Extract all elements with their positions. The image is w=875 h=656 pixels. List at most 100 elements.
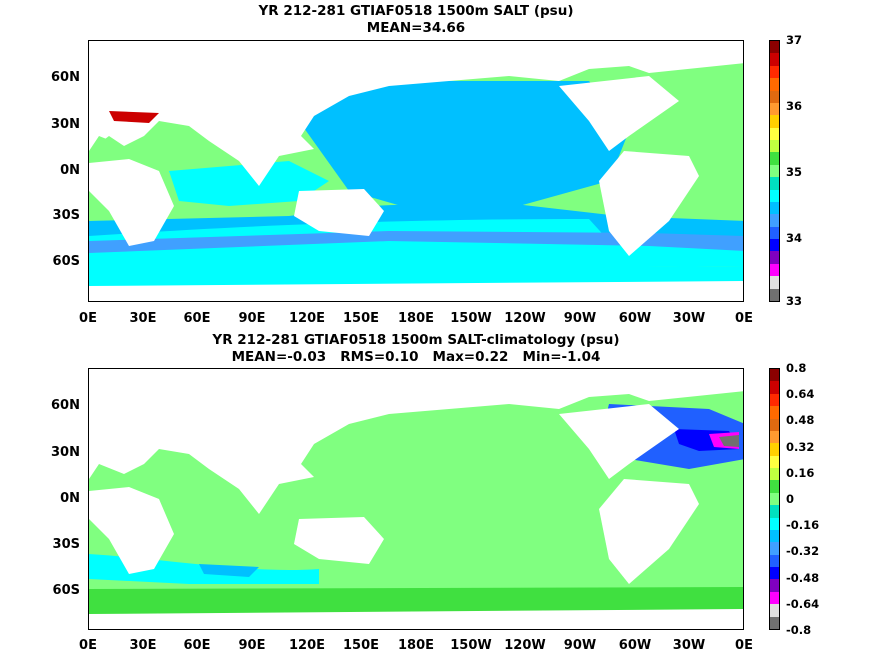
map2-colorbar-label: 0.16 <box>786 466 815 480</box>
map1-subtitle: MEAN=34.66 <box>366 20 466 36</box>
map1-lon-label: 60W <box>618 311 652 326</box>
map1-colorbar-label: 33 <box>786 294 803 308</box>
map1-lat-label: 0N <box>60 163 80 178</box>
map1-lon-label: 120W <box>504 311 546 326</box>
map2-panel <box>88 368 744 630</box>
map1-lon-label: 90W <box>563 311 597 326</box>
colorbar-swatch <box>770 53 779 66</box>
map1-colorbar-label: 37 <box>786 33 803 47</box>
map1-lon-label: 150W <box>450 311 492 326</box>
colorbar-swatch <box>770 529 779 543</box>
colorbar-swatch <box>770 517 779 530</box>
map2-colorbar-label: 0.48 <box>786 413 815 427</box>
colorbar-swatch <box>770 468 779 481</box>
colorbar-swatch <box>770 251 779 264</box>
map2-lon-label: 180E <box>397 638 435 653</box>
map2-title: YR 212-281 GTIAF0518 1500m SALT-climatol… <box>212 332 620 348</box>
map1-lon-label: 60E <box>183 311 211 326</box>
map2-colorbar-label: -0.16 <box>786 518 820 532</box>
map1-field <box>89 41 743 301</box>
map1-title: YR 212-281 GTIAF0518 1500m SALT (psu) <box>258 3 574 19</box>
map2-lon-label: 30E <box>129 638 157 653</box>
colorbar-swatch <box>770 579 779 592</box>
colorbar-swatch <box>770 140 779 153</box>
colorbar-swatch <box>770 505 779 518</box>
map1-lat-label: 60N <box>51 70 80 85</box>
map2-lon-label: 90W <box>563 638 597 653</box>
map2-lon-label: 120E <box>288 638 326 653</box>
map2-colorbar-label: -0.64 <box>786 597 820 611</box>
colorbar-swatch <box>770 226 779 239</box>
map1-lat-label: 30S <box>52 208 80 223</box>
map2-lat-label: 60N <box>51 398 80 413</box>
colorbar-swatch <box>770 189 779 202</box>
map1-lat-label: 60S <box>52 254 80 269</box>
colorbar-swatch <box>770 41 779 54</box>
colorbar-swatch <box>770 177 779 190</box>
map2-colorbar-label: 0 <box>786 492 795 506</box>
colorbar-swatch <box>770 239 779 252</box>
map1-lon-label: 180E <box>397 311 435 326</box>
colorbar-swatch <box>770 430 779 444</box>
map1-lon-label: 0E <box>735 311 753 326</box>
map2-colorbar <box>769 368 780 630</box>
map2-colorbar-label: 0.8 <box>786 361 807 375</box>
map1-lon-label: 120E <box>288 311 326 326</box>
map2-lon-label: 60W <box>618 638 652 653</box>
colorbar-swatch <box>770 554 779 567</box>
colorbar-swatch <box>770 443 779 456</box>
map2-lon-label: 120W <box>504 638 546 653</box>
colorbar-swatch <box>770 127 779 140</box>
colorbar-swatch <box>770 276 779 289</box>
map2-colorbar-label: 0.64 <box>786 387 815 401</box>
colorbar-swatch <box>770 406 779 419</box>
map1-colorbar-label: 35 <box>786 165 803 179</box>
colorbar-swatch <box>770 263 779 277</box>
colorbar-swatch <box>770 567 779 580</box>
colorbar-swatch <box>770 152 779 165</box>
colorbar-swatch <box>770 90 779 103</box>
colorbar-swatch <box>770 418 779 431</box>
colorbar-swatch <box>770 214 779 227</box>
map1-lat-label: 30N <box>51 117 80 132</box>
map1-colorbar <box>769 40 780 302</box>
colorbar-swatch <box>770 201 779 215</box>
map2-lon-label: 30W <box>672 638 706 653</box>
map2-lon-label: 90E <box>238 638 266 653</box>
colorbar-swatch <box>770 591 779 605</box>
map2-colorbar-label: -0.32 <box>786 544 820 558</box>
colorbar-swatch <box>770 480 779 493</box>
map2-lon-label: 150E <box>342 638 380 653</box>
map1-lon-label: 30E <box>129 311 157 326</box>
colorbar-swatch <box>770 65 779 79</box>
colorbar-swatch <box>770 115 779 128</box>
colorbar-swatch <box>770 393 779 407</box>
colorbar-swatch <box>770 102 779 116</box>
map1-lon-label: 90E <box>238 311 266 326</box>
map1-panel <box>88 40 744 302</box>
map1-colorbar-label: 34 <box>786 231 803 245</box>
colorbar-swatch <box>770 288 779 301</box>
map2-colorbar-label: 0.32 <box>786 440 815 454</box>
map2-colorbar-label: -0.8 <box>786 623 812 637</box>
map2-lat-label: 0N <box>60 491 80 506</box>
map1-lon-label: 30W <box>672 311 706 326</box>
map2-lat-label: 30S <box>52 537 80 552</box>
map1-lon-label: 0E <box>79 311 97 326</box>
colorbar-swatch <box>770 164 779 178</box>
map2-lon-label: 150W <box>450 638 492 653</box>
map2-field <box>89 369 743 629</box>
colorbar-swatch <box>770 492 779 506</box>
map2-lon-label: 0E <box>79 638 97 653</box>
map2-lon-label: 0E <box>735 638 753 653</box>
map2-lon-label: 60E <box>183 638 211 653</box>
map2-subtitle: MEAN=-0.03 RMS=0.10 Max=0.22 Min=-1.04 <box>231 349 601 365</box>
colorbar-swatch <box>770 542 779 555</box>
map2-lat-label: 60S <box>52 583 80 598</box>
colorbar-swatch <box>770 381 779 394</box>
colorbar-swatch <box>770 455 779 468</box>
map1-colorbar-label: 36 <box>786 99 803 113</box>
colorbar-swatch <box>770 604 779 617</box>
map2-colorbar-label: -0.48 <box>786 571 820 585</box>
map1-lon-label: 150E <box>342 311 380 326</box>
